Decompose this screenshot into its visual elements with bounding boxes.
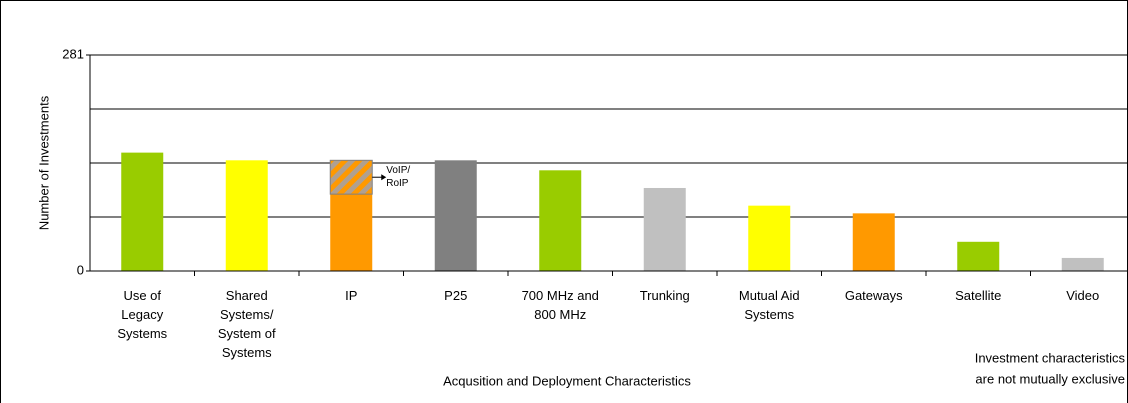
bar [957, 241, 1000, 271]
note: Investment characteristics [975, 350, 1126, 365]
note: are not mutually exclusive [975, 371, 1125, 386]
bar [748, 205, 791, 271]
bar [852, 213, 895, 271]
arrow-head [381, 174, 387, 181]
x-tick-label: Mutual Aid Systems [738, 288, 800, 322]
x-tick-label: Satellite [955, 288, 1002, 303]
x-tick-label: Gateways [844, 288, 903, 303]
y-tick-label: 281 [62, 46, 84, 61]
x-tick-label: Use of Legacy Systems [117, 288, 168, 341]
stacked-segment [329, 159, 373, 195]
x-tick-label: Trunking [639, 288, 690, 303]
bar [225, 160, 268, 271]
bar [539, 170, 582, 271]
x-tick-label: P25 [444, 288, 468, 303]
bar [643, 187, 686, 271]
x-tick-label: IP [345, 288, 358, 303]
bar [121, 152, 164, 271]
x-tick-label: Shared Systems/ System of Systems [217, 288, 276, 360]
x-tick-label: Video [1066, 288, 1100, 303]
y-tick-label: 0 [77, 262, 84, 277]
x-axis-label: Acqusition and Deployment Characteristic… [443, 373, 691, 388]
bar [434, 160, 477, 271]
bar [330, 194, 373, 271]
annotation: VoIP/ RoIP [386, 165, 411, 190]
bar [1061, 257, 1104, 271]
y-axis-label: Number of Investments [36, 95, 51, 230]
x-tick-label: 700 MHz and 800 MHz [521, 288, 599, 322]
